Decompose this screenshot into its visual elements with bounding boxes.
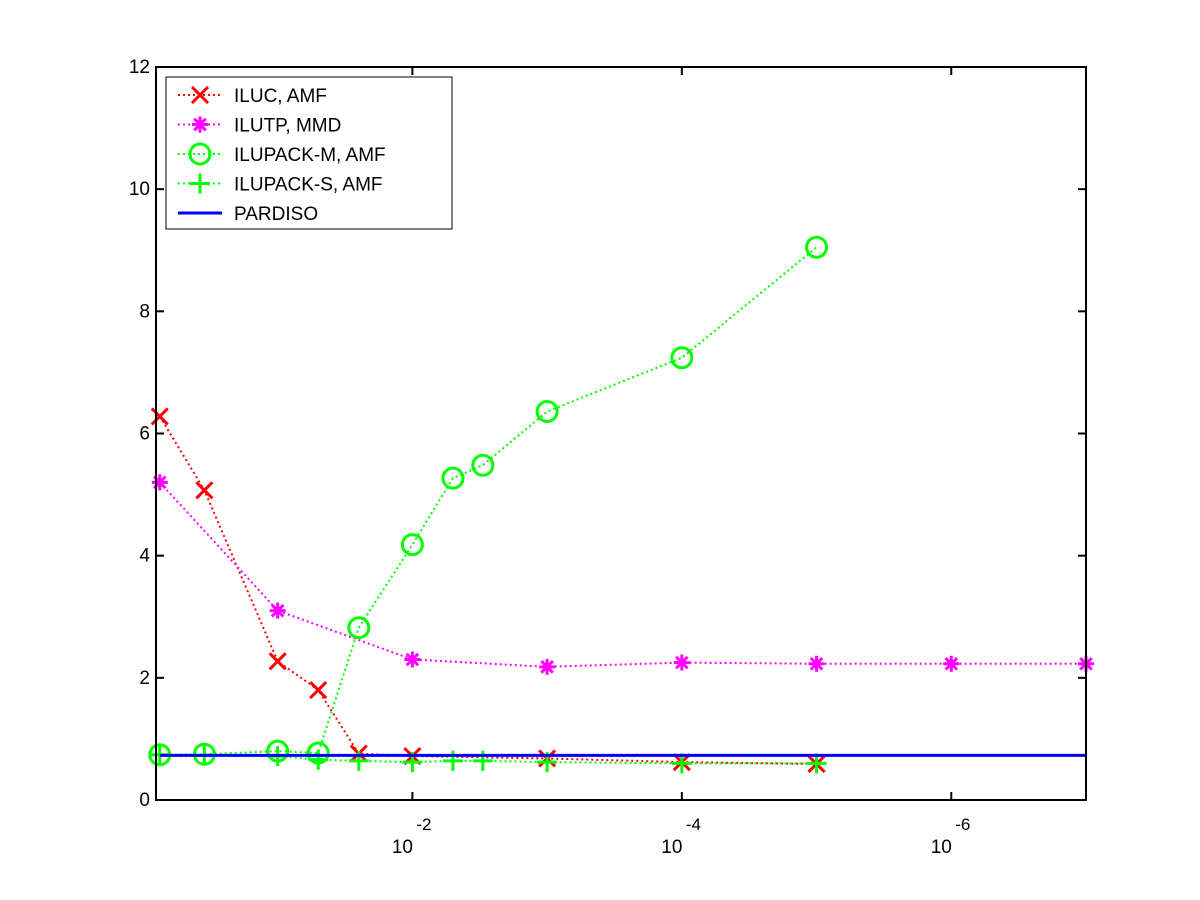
star-marker <box>674 655 690 671</box>
y-tick-label: 6 <box>139 424 150 445</box>
legend-label: ILUC, AMF <box>234 86 327 107</box>
y-tick-label: 8 <box>139 301 150 322</box>
star-marker <box>192 117 208 133</box>
star-marker <box>404 652 420 668</box>
x-tick-label-base: 10 <box>392 837 413 858</box>
legend: ILUC, AMF ILUTP, MMD ILUPACK-M, AMF ILUPACK… <box>166 77 452 229</box>
legend-label: ILUTP, MMD <box>234 116 341 137</box>
legend-label: ILUPACK-S, AMF <box>234 175 383 196</box>
star-marker <box>809 656 825 672</box>
y-tick-label: 10 <box>129 179 150 200</box>
y-tick-label: 2 <box>139 668 150 689</box>
x-tick-label-exponent: -2 <box>416 815 431 834</box>
star-marker <box>152 474 168 490</box>
x-tick-label-base: 10 <box>661 837 682 858</box>
legend-label: ILUPACK-M, AMF <box>234 145 386 166</box>
x-tick-label-exponent: -6 <box>955 815 970 834</box>
y-tick-label: 12 <box>129 57 150 78</box>
x-tick-label-exponent: -4 <box>686 815 701 834</box>
x-tick-label-base: 10 <box>931 837 952 858</box>
star-marker <box>270 603 286 619</box>
y-tick-label: 4 <box>139 546 150 567</box>
star-marker <box>943 656 959 672</box>
legend-label: PARDISO <box>234 204 318 225</box>
y-tick-label: 0 <box>139 790 150 811</box>
star-marker <box>539 659 555 675</box>
